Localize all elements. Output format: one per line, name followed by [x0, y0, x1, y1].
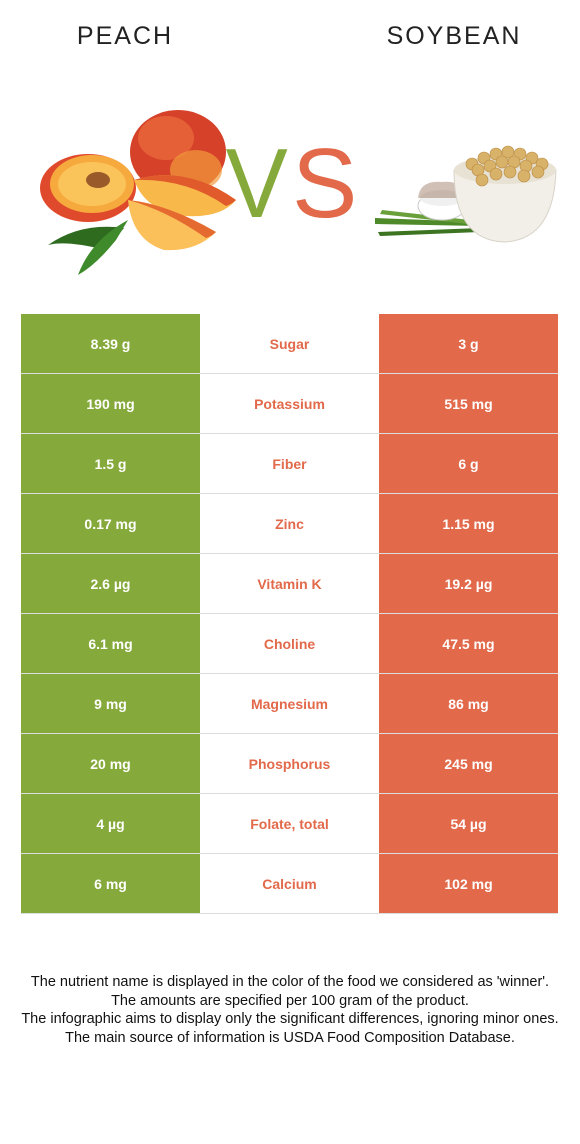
nutrient-name: Zinc	[200, 493, 379, 554]
peach-image	[40, 110, 236, 275]
nutrient-name: Calcium	[200, 853, 379, 914]
nutrient-name: Magnesium	[200, 673, 379, 734]
table-row: 6 mg Calcium 102 mg	[21, 853, 558, 914]
right-value: 19.2 µg	[379, 553, 558, 614]
table-row: 190 mg Potassium 515 mg	[21, 373, 558, 434]
left-value: 190 mg	[21, 373, 200, 434]
left-value: 6 mg	[21, 853, 200, 914]
right-value: 515 mg	[379, 373, 558, 434]
vs-label: V S	[222, 128, 358, 238]
nutrient-name: Sugar	[200, 314, 379, 374]
left-value: 20 mg	[21, 733, 200, 794]
left-value: 4 µg	[21, 793, 200, 854]
footer-line-3: The infographic aims to display only the…	[21, 1011, 559, 1027]
right-value: 3 g	[379, 314, 558, 374]
table-row: 9 mg Magnesium 86 mg	[21, 673, 558, 734]
table-row: 0.17 mg Zinc 1.15 mg	[21, 493, 558, 554]
right-value: 86 mg	[379, 673, 558, 734]
right-value: 47.5 mg	[379, 613, 558, 674]
right-value: 102 mg	[379, 853, 558, 914]
table-row: 1.5 g Fiber 6 g	[21, 433, 558, 494]
left-food-title: PEACH	[76, 22, 174, 50]
nutrient-name: Choline	[200, 613, 379, 674]
nutrient-name: Potassium	[200, 373, 379, 434]
table-row: 8.39 g Sugar 3 g	[21, 314, 558, 374]
nutrient-name: Phosphorus	[200, 733, 379, 794]
table-row: 20 mg Phosphorus 245 mg	[21, 733, 558, 794]
right-food-title: SOYBEAN	[386, 22, 522, 50]
peach-slice	[128, 200, 216, 251]
left-value: 6.1 mg	[21, 613, 200, 674]
left-value: 1.5 g	[21, 433, 200, 494]
vs-s-letter: S	[292, 128, 358, 238]
right-value: 6 g	[379, 433, 558, 494]
nutrient-name: Folate, total	[200, 793, 379, 854]
soybeans	[465, 145, 549, 187]
right-value: 245 mg	[379, 733, 558, 794]
right-value: 1.15 mg	[379, 493, 558, 554]
footer-line-1: The nutrient name is displayed in the co…	[30, 974, 550, 990]
footer-notes: The nutrient name is displayed in the co…	[15, 973, 565, 1047]
peach-pit	[86, 172, 110, 188]
vs-v-letter: V	[225, 128, 288, 238]
right-value: 54 µg	[379, 793, 558, 854]
peach-leaf	[78, 220, 128, 275]
footer-line-4: The main source of information is USDA F…	[65, 1029, 515, 1046]
soybean-bowl	[453, 169, 557, 243]
soybean-image	[375, 145, 557, 243]
left-value: 8.39 g	[21, 314, 200, 374]
nutrient-comparison-table: 8.39 g Sugar 3 g 190 mg Potassium 515 mg 1.5 g…	[21, 314, 558, 914]
left-value: 2.6 µg	[21, 553, 200, 614]
table-row: 4 µg Folate, total 54 µg	[21, 793, 558, 854]
nutrient-name: Vitamin K	[200, 553, 379, 614]
left-value: 9 mg	[21, 673, 200, 734]
table-row: 6.1 mg Choline 47.5 mg	[21, 613, 558, 674]
table-row: 2.6 µg Vitamin K 19.2 µg	[21, 553, 558, 614]
green-onion	[375, 218, 480, 226]
nutrient-name: Fiber	[200, 433, 379, 494]
footer-line-2: The amounts are specified per 100 gram o…	[111, 992, 469, 1009]
left-value: 0.17 mg	[21, 493, 200, 554]
